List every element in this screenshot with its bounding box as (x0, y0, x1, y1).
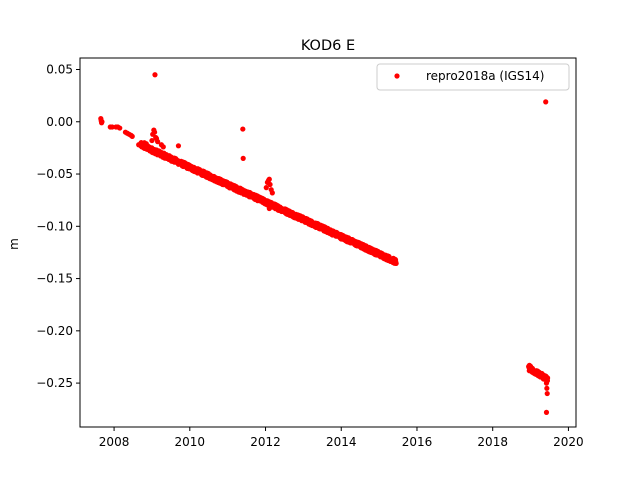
y-tick-label: −0.20 (36, 324, 73, 338)
data-point (99, 119, 105, 125)
data-point (152, 72, 158, 78)
legend: repro2018a (IGS14) (376, 63, 570, 91)
x-tick-label: 2016 (402, 435, 433, 449)
data-point (149, 137, 155, 144)
data-point (544, 390, 550, 397)
x-tick-label: 2014 (326, 435, 357, 449)
data-point (155, 139, 161, 145)
y-tick-label: −0.05 (36, 167, 73, 181)
data-point (175, 143, 182, 149)
y-axis-label: m (7, 238, 21, 250)
data-point (543, 380, 550, 386)
data-point (263, 185, 269, 191)
x-tick-label: 2018 (477, 435, 508, 449)
x-tick-label: 2020 (553, 435, 584, 449)
data-point (240, 155, 246, 161)
data-point (266, 176, 272, 182)
y-tick-label: 0.00 (46, 115, 73, 129)
data-point (267, 181, 273, 188)
data-point (543, 99, 549, 105)
plot-area (98, 72, 551, 415)
chart-title: KOD6 E (301, 38, 355, 54)
x-tick-label: 2012 (250, 435, 281, 449)
data-point (529, 365, 536, 372)
data-point (393, 260, 399, 267)
y-tick-label: −0.25 (36, 376, 73, 390)
data-point (269, 190, 275, 196)
y-tick-label: 0.05 (46, 62, 73, 76)
data-point (240, 126, 246, 132)
data-point (544, 385, 550, 391)
x-tick-label: 2008 (99, 435, 130, 449)
axes-frame (79, 57, 577, 428)
x-tick-label: 2010 (175, 435, 206, 449)
data-point (266, 205, 272, 212)
y-tick-label: −0.10 (36, 219, 73, 233)
data-point (151, 129, 158, 135)
legend-marker (394, 73, 400, 79)
data-point (143, 141, 149, 147)
data-point (545, 375, 551, 381)
data-point (543, 409, 550, 415)
y-axis: 0.05 0.00 −0.05 −0.10 −0.15 −0.20 −0.25 (36, 62, 80, 390)
x-axis: 2008 2010 2012 2014 2016 2018 2020 (99, 427, 584, 449)
data-point (129, 133, 135, 139)
data-point (160, 144, 166, 150)
legend-box (376, 63, 570, 91)
legend-label: repro2018a (IGS14) (426, 69, 544, 83)
y-tick-label: −0.15 (36, 272, 73, 286)
data-point (117, 125, 123, 131)
data-point (109, 124, 115, 130)
